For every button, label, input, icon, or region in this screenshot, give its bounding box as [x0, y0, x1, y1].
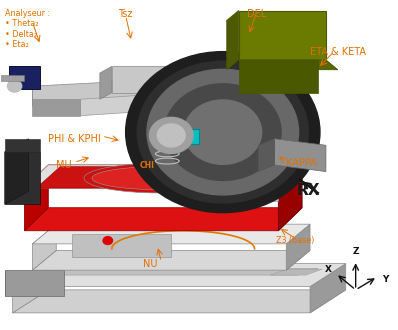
Polygon shape [32, 250, 310, 270]
Text: Y: Y [382, 275, 388, 284]
Polygon shape [80, 93, 179, 116]
Polygon shape [1, 75, 25, 81]
Circle shape [184, 100, 261, 164]
Polygon shape [5, 139, 29, 204]
Polygon shape [239, 60, 318, 93]
Polygon shape [40, 269, 318, 275]
Polygon shape [36, 167, 290, 188]
Polygon shape [13, 264, 346, 286]
Text: ETA & KETA: ETA & KETA [310, 47, 366, 57]
Polygon shape [5, 270, 64, 296]
Text: KAPPA: KAPPA [286, 158, 317, 168]
Polygon shape [5, 152, 40, 204]
Polygon shape [32, 224, 310, 244]
Polygon shape [32, 80, 159, 106]
Text: Tsz: Tsz [118, 9, 132, 19]
Circle shape [8, 80, 22, 92]
Text: Z3 (base): Z3 (base) [276, 236, 315, 245]
Polygon shape [5, 139, 40, 152]
Polygon shape [112, 66, 207, 93]
Text: RX: RX [296, 183, 320, 198]
Bar [72, 234, 171, 257]
Polygon shape [25, 165, 302, 188]
Circle shape [147, 69, 298, 195]
Circle shape [164, 84, 281, 181]
Polygon shape [258, 139, 274, 172]
Circle shape [149, 117, 193, 153]
Polygon shape [278, 165, 302, 231]
Polygon shape [155, 129, 199, 144]
Ellipse shape [92, 167, 227, 190]
Polygon shape [239, 11, 326, 60]
Polygon shape [243, 172, 278, 201]
Polygon shape [274, 139, 326, 172]
Circle shape [126, 51, 320, 213]
Polygon shape [32, 224, 56, 270]
Polygon shape [227, 11, 239, 70]
Polygon shape [100, 66, 112, 99]
Text: PHI & KPHI: PHI & KPHI [48, 134, 101, 144]
Polygon shape [13, 264, 48, 313]
Circle shape [103, 237, 113, 245]
Polygon shape [25, 165, 302, 188]
Polygon shape [25, 165, 48, 231]
Polygon shape [270, 269, 322, 275]
Text: DEL: DEL [247, 9, 266, 19]
Text: Z: Z [352, 247, 359, 256]
Polygon shape [310, 264, 346, 313]
Text: CHI: CHI [140, 161, 155, 170]
Text: Analyseur :
• Theta₂
• Delta₂
• Eta₂: Analyseur : • Theta₂ • Delta₂ • Eta₂ [5, 9, 50, 49]
Polygon shape [32, 99, 80, 116]
Text: MU: MU [56, 160, 72, 170]
Text: NU: NU [143, 259, 158, 269]
Polygon shape [13, 290, 346, 313]
Ellipse shape [84, 163, 235, 193]
Polygon shape [286, 224, 310, 270]
Polygon shape [25, 208, 302, 231]
Circle shape [157, 124, 185, 147]
Circle shape [137, 61, 308, 203]
Polygon shape [239, 60, 338, 70]
Text: X: X [324, 265, 332, 274]
Polygon shape [9, 66, 40, 89]
